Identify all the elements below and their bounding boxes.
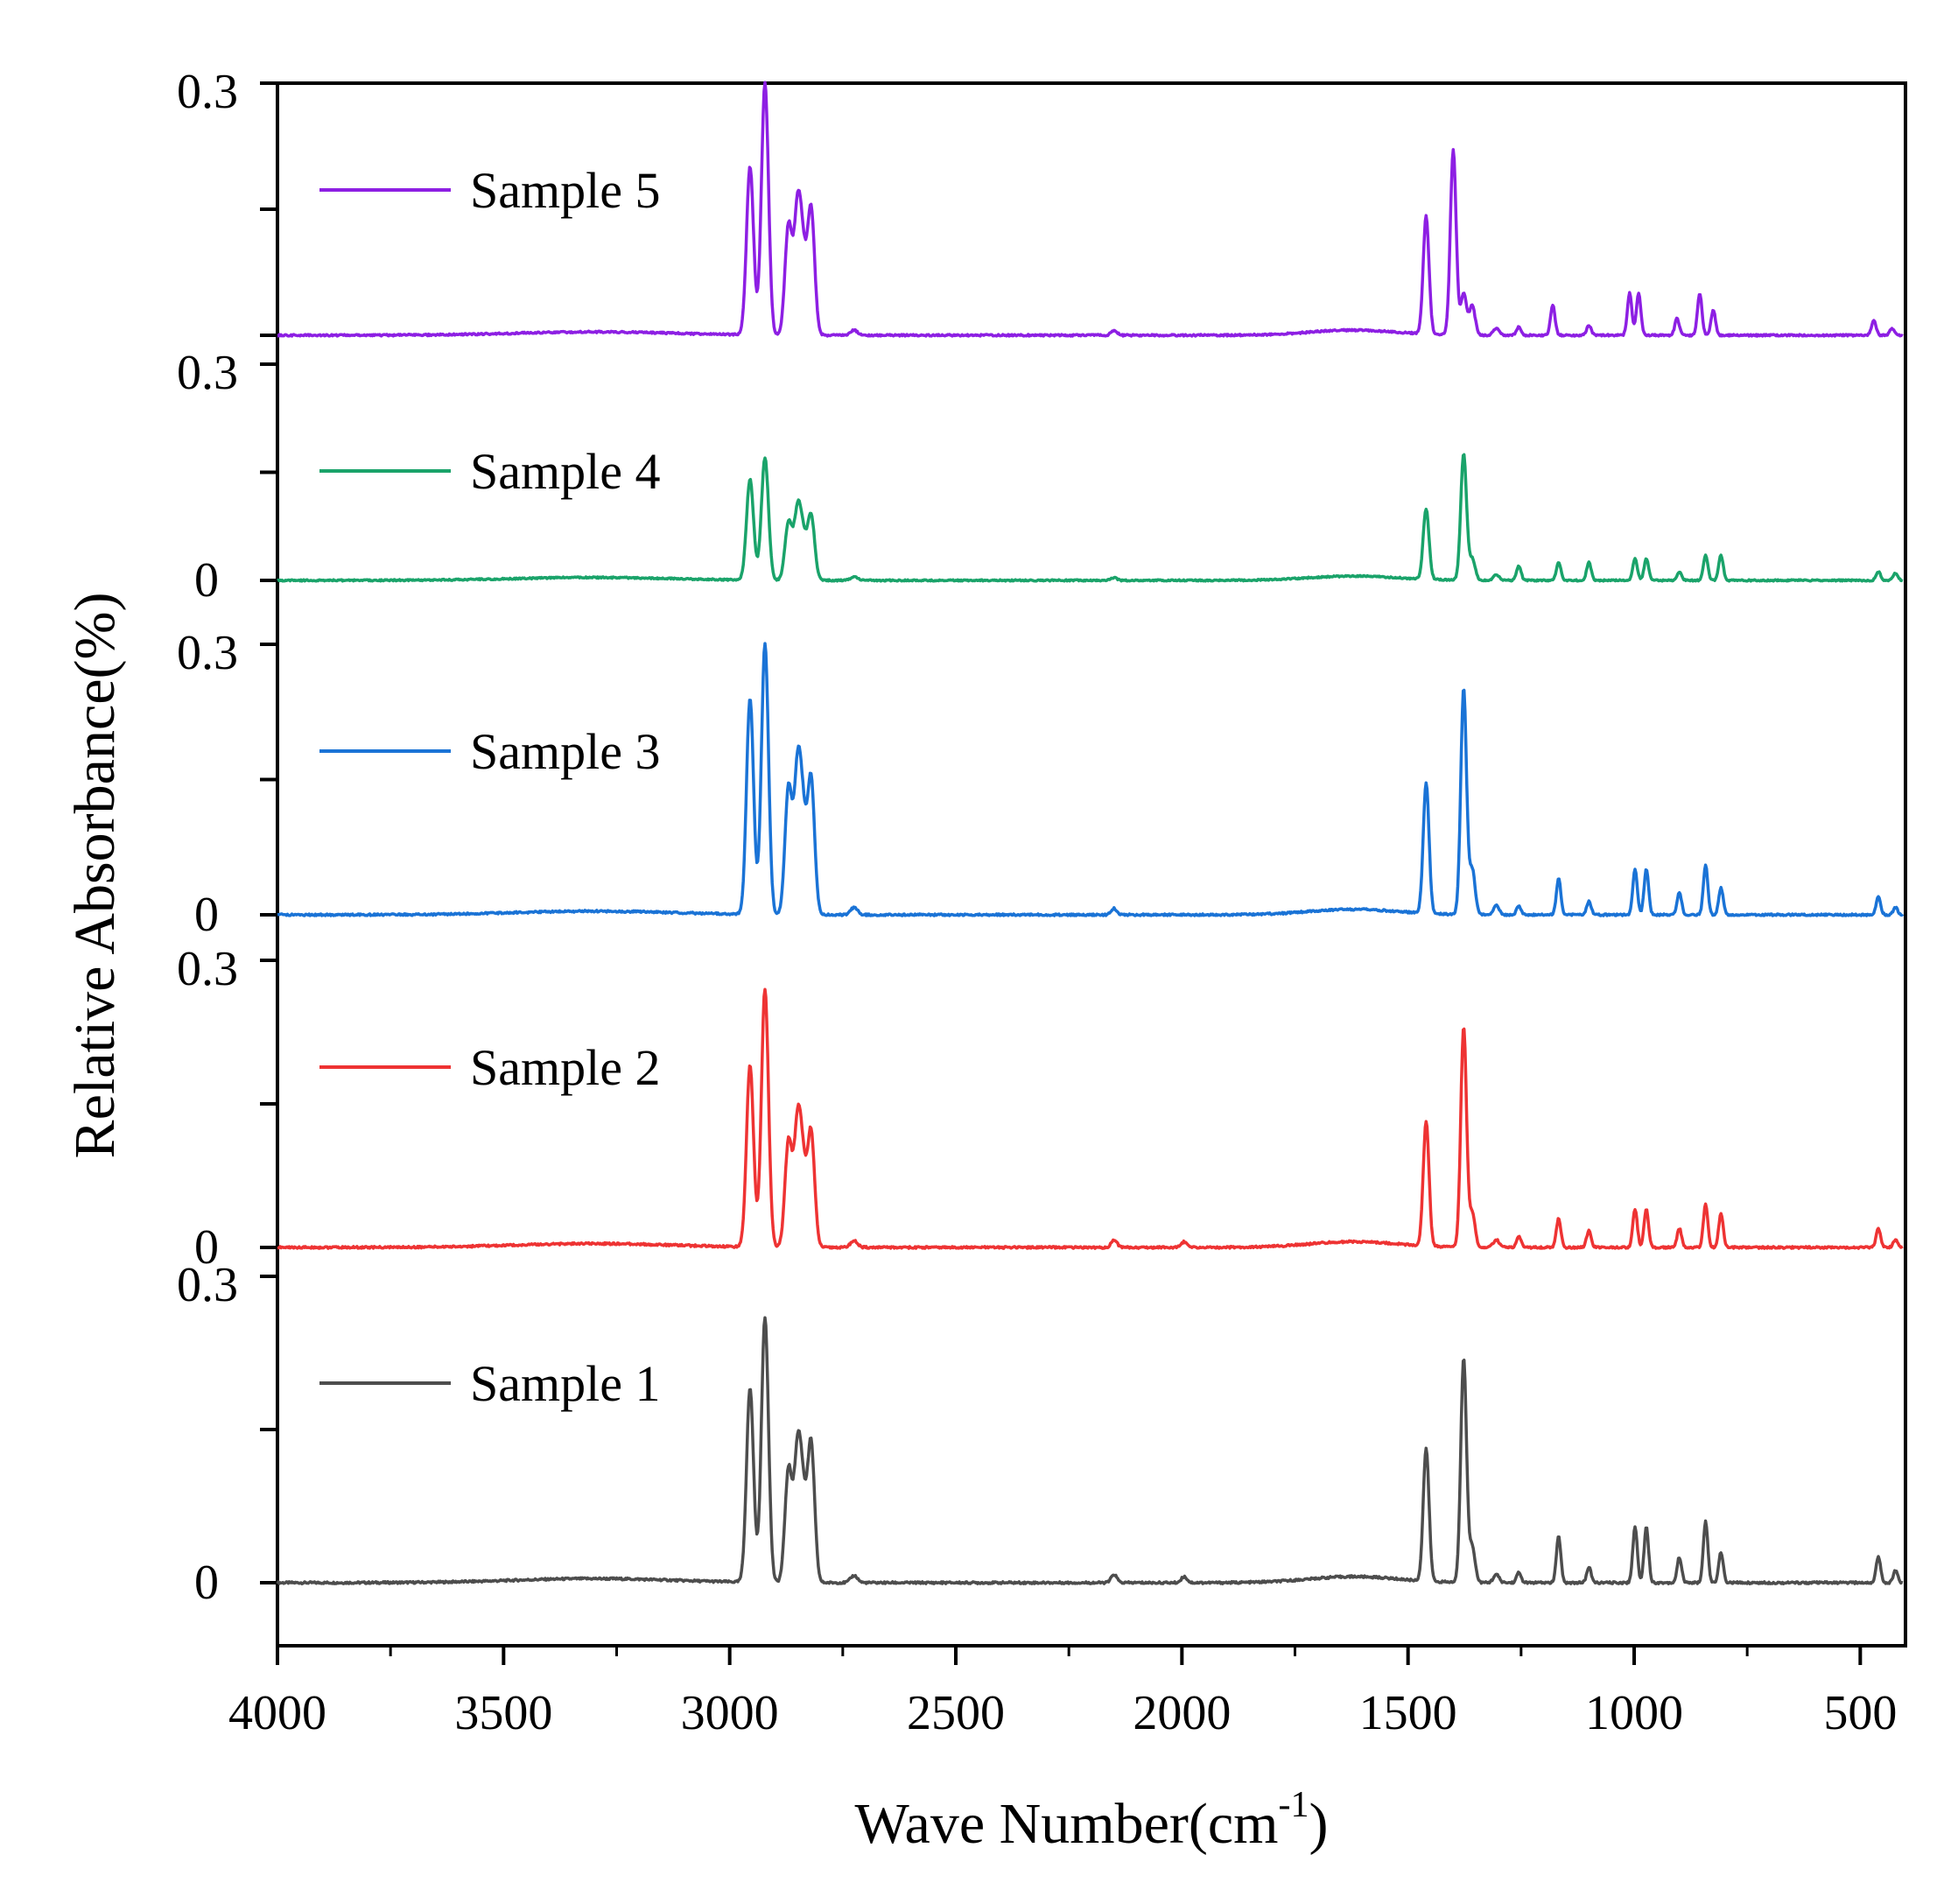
y-tick-label-top: 0.3	[177, 626, 238, 680]
series-line-4	[277, 453, 1904, 583]
x-axis-title-suffix: )	[1309, 1792, 1329, 1856]
series-line-1	[276, 1316, 1904, 1585]
y-axis-title: Relative Absorbance(%)	[63, 593, 127, 1159]
y-tick-label-zero: 0	[194, 1556, 219, 1610]
legend-label: Sample 3	[470, 723, 660, 780]
y-tick-label-zero: 0	[194, 1220, 219, 1275]
y-tick-label-top: 0.3	[177, 346, 238, 400]
y-tick-label-top: 0.3	[177, 1258, 238, 1312]
y-tick-label-top: 0.3	[177, 942, 238, 996]
legend-label: Sample 2	[470, 1039, 660, 1096]
x-tick-label: 500	[1823, 1686, 1897, 1740]
series-line-3	[277, 642, 1905, 917]
legend-label: Sample 5	[470, 162, 660, 219]
x-axis-title-superscript: -1	[1279, 1785, 1309, 1825]
x-axis-title: Wave Number(cm-1)	[855, 1785, 1329, 1856]
x-tick-label: 1000	[1585, 1686, 1683, 1740]
x-tick-label: 4000	[228, 1686, 326, 1740]
legend-label: Sample 4	[470, 443, 660, 500]
series-layer	[276, 81, 1905, 1585]
y-tick-label-top: 0.3	[177, 65, 238, 119]
x-tick-label: 2500	[907, 1686, 1005, 1740]
x-axis: 4000 3500 3000 2500 2000 1500 1000 500	[228, 1646, 1897, 1740]
legend-label: Sample 1	[470, 1355, 660, 1412]
series-line-2	[277, 987, 1904, 1250]
legend: Sample 1 Sample 2 Sample 3 Sample 4 Sample 5	[319, 162, 660, 1412]
x-tick-label: 3000	[681, 1686, 779, 1740]
x-tick-label: 1500	[1359, 1686, 1457, 1740]
y-tick-label-zero: 0	[194, 888, 219, 942]
x-axis-title-main: Wave Number(cm	[855, 1792, 1279, 1856]
series-line-5	[277, 81, 1904, 338]
plot-frame	[276, 81, 1907, 1648]
y-tick-label-zero: 0	[194, 553, 219, 608]
y-axis: 00.300.300.300.30.3	[177, 65, 277, 1610]
x-tick-label: 3500	[454, 1686, 552, 1740]
x-tick-label: 2000	[1133, 1686, 1231, 1740]
